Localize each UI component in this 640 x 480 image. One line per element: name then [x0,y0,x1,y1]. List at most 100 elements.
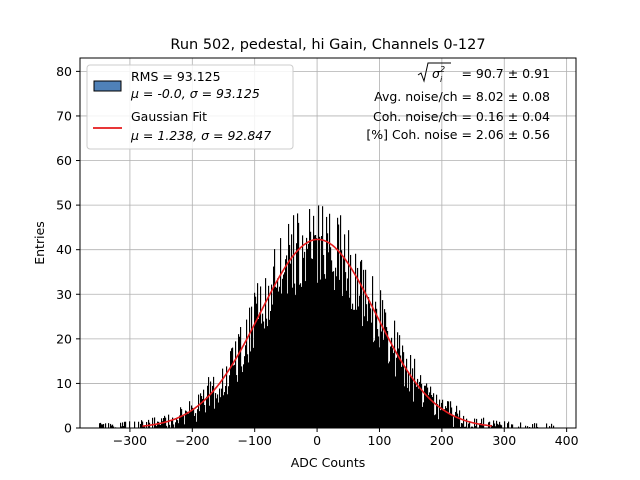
histogram-bar [179,415,181,428]
histogram-bar [283,274,285,428]
histogram-bar [446,408,448,428]
histogram-bar [134,421,136,428]
histogram-bar [350,254,352,428]
histogram-bar [472,426,474,428]
histogram-bar [232,347,234,428]
y-tick-label: 30 [56,287,72,302]
histogram-bar [364,316,366,428]
histogram-bar [549,426,551,428]
histogram-bar [325,278,327,428]
histogram-bar [186,411,188,428]
histogram-bar [295,295,297,428]
histogram-bar [416,386,418,428]
histogram-bar [176,418,178,428]
histogram-bar [184,424,186,428]
histogram-bar [162,421,164,428]
histogram-bar [257,283,259,428]
histogram-bar [319,236,321,428]
histogram-bar [182,415,184,428]
noise-annotations: σ2 i = 90.7 ± 0.91 Avg. noise/ch = 8.02 ±… [366,62,550,142]
histogram-bar [424,385,426,428]
histogram-bar [344,234,346,428]
histogram-bar [358,306,360,428]
histogram-bar [227,394,229,428]
histogram-bar [181,409,183,428]
histogram-bar [138,421,140,428]
histogram-bar [158,421,160,428]
histogram-bar [263,321,265,428]
histogram-bar [253,347,255,428]
histogram-bar [392,348,394,428]
histogram-bar [447,401,449,428]
histogram-bar [110,423,112,428]
histogram-bar [298,222,300,428]
histogram-bar [380,290,382,428]
histogram-bar [237,381,239,428]
x-tick-label: −100 [238,433,272,448]
histogram-bar [322,206,324,428]
histogram-bar [475,426,477,428]
legend-fit-stats: μ = 1.238, σ = 92.847 [130,128,271,143]
x-tick-label: 200 [430,433,454,448]
histogram-bar [304,251,306,428]
histogram-bar [103,424,105,428]
histogram-bar [346,290,348,428]
histogram-bar [394,320,396,428]
pct-coh-noise-annotation: [%] Coh. noise = 2.06 ± 0.56 [366,127,550,142]
histogram-bar [309,209,311,428]
histogram-bar [373,342,375,428]
histogram-bar [492,425,494,428]
histogram-bar [218,402,220,428]
histogram-bar [512,424,514,428]
histogram-bar [527,426,529,428]
histogram-bar [389,361,391,428]
histogram-bar [272,304,274,428]
y-axis-ticks: 0 10 20 30 40 50 60 70 80 [56,64,80,436]
histogram-bar [442,399,444,428]
histogram-bar [268,285,270,428]
histogram-bar [172,417,174,428]
x-tick-label: −300 [113,433,147,448]
histogram-bar [217,394,219,428]
histogram-bar [400,355,402,428]
histogram-bar [508,421,510,428]
histogram-bar [297,213,299,428]
histogram-bar [454,415,456,428]
histogram-bar [222,368,224,428]
histogram-bar [166,425,168,428]
histogram-bar [553,425,555,428]
histogram-bar [238,334,240,428]
histogram-bar [520,422,522,428]
histogram-bar [159,424,161,428]
histogram-bar [471,426,473,428]
histogram-bar [385,312,387,428]
histogram-bar [262,313,264,428]
histogram-bar [156,426,158,428]
histogram-bar [429,392,431,428]
sqrt-sigma-annotation: σ2 i = 90.7 ± 0.91 [417,62,550,84]
histogram-bar [445,406,447,428]
histogram-bar [324,274,326,428]
histogram-bar [369,303,371,428]
histogram-bar [421,383,423,428]
histogram-bar [101,424,103,428]
histogram-bar [443,409,445,428]
histogram-bar [351,308,353,428]
histogram-bar [300,283,302,428]
histogram-bar [296,243,298,428]
histogram-bar [113,426,115,428]
histogram-bar [221,388,223,428]
histogram-bar [495,426,497,428]
histogram-bar [355,253,357,428]
y-tick-label: 10 [56,376,72,391]
legend-histogram-swatch [93,80,122,92]
histogram-bar [311,258,313,428]
histogram-bar [345,272,347,428]
histogram-bar [338,224,340,428]
histogram-bar [307,248,309,428]
histogram-bar [198,394,200,428]
histogram-bar [419,381,421,428]
histogram-bar [334,290,336,428]
histogram-bar [99,423,101,428]
